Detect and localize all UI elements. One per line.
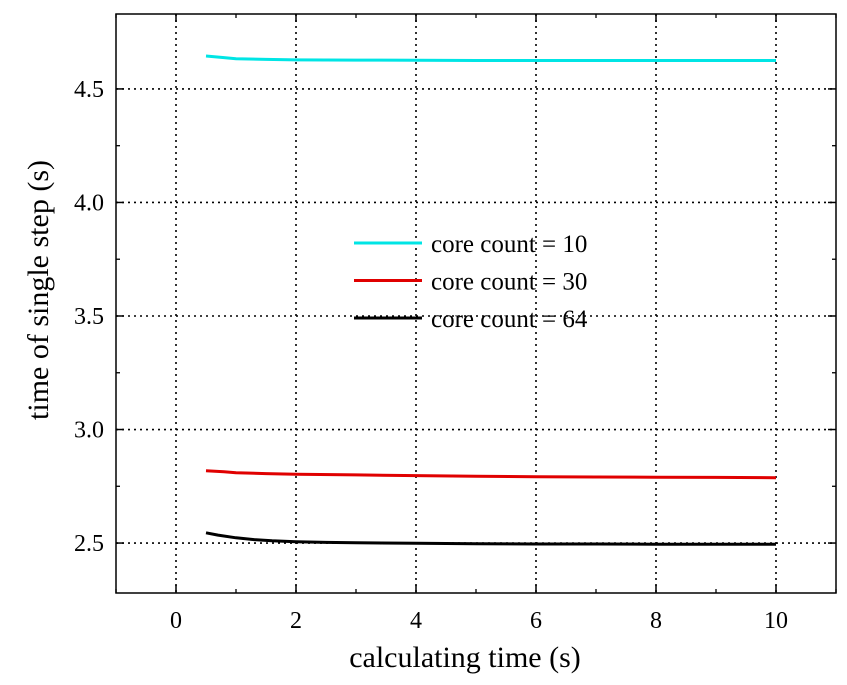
x-tick-label: 10 xyxy=(764,608,788,634)
y-tick-label: 4.5 xyxy=(74,77,104,103)
legend-label-3: core count = 64 xyxy=(431,306,588,333)
axis-ticks xyxy=(115,14,837,593)
legend-label-1: core count = 10 xyxy=(431,231,587,258)
y-tick-label: 3.0 xyxy=(74,418,104,444)
grid-lines xyxy=(116,14,836,593)
legend: core count = 10 core count = 30 core count… xyxy=(354,231,588,333)
series-line-2 xyxy=(205,469,777,480)
x-tick-label: 0 xyxy=(170,608,182,634)
tick-labels: 0 2 4 6 8 10 2.5 3.0 3.5 4.0 4.5 xyxy=(74,77,788,634)
plot-frame xyxy=(115,13,837,594)
y-tick-label: 4.0 xyxy=(74,190,104,216)
y-axis-title: time of single step (s) xyxy=(22,160,55,420)
legend-label-2: core count = 30 xyxy=(431,269,587,296)
series-lines xyxy=(205,54,777,546)
series-line-1 xyxy=(205,54,776,62)
series-line-3 xyxy=(205,531,776,546)
x-tick-label: 4 xyxy=(410,608,422,634)
x-tick-label: 2 xyxy=(290,608,302,634)
x-axis-title: calculating time (s) xyxy=(349,641,581,674)
y-tick-label: 3.5 xyxy=(74,304,104,330)
x-tick-label: 8 xyxy=(650,608,662,634)
x-tick-label: 6 xyxy=(530,608,542,634)
y-tick-label: 2.5 xyxy=(74,531,104,557)
